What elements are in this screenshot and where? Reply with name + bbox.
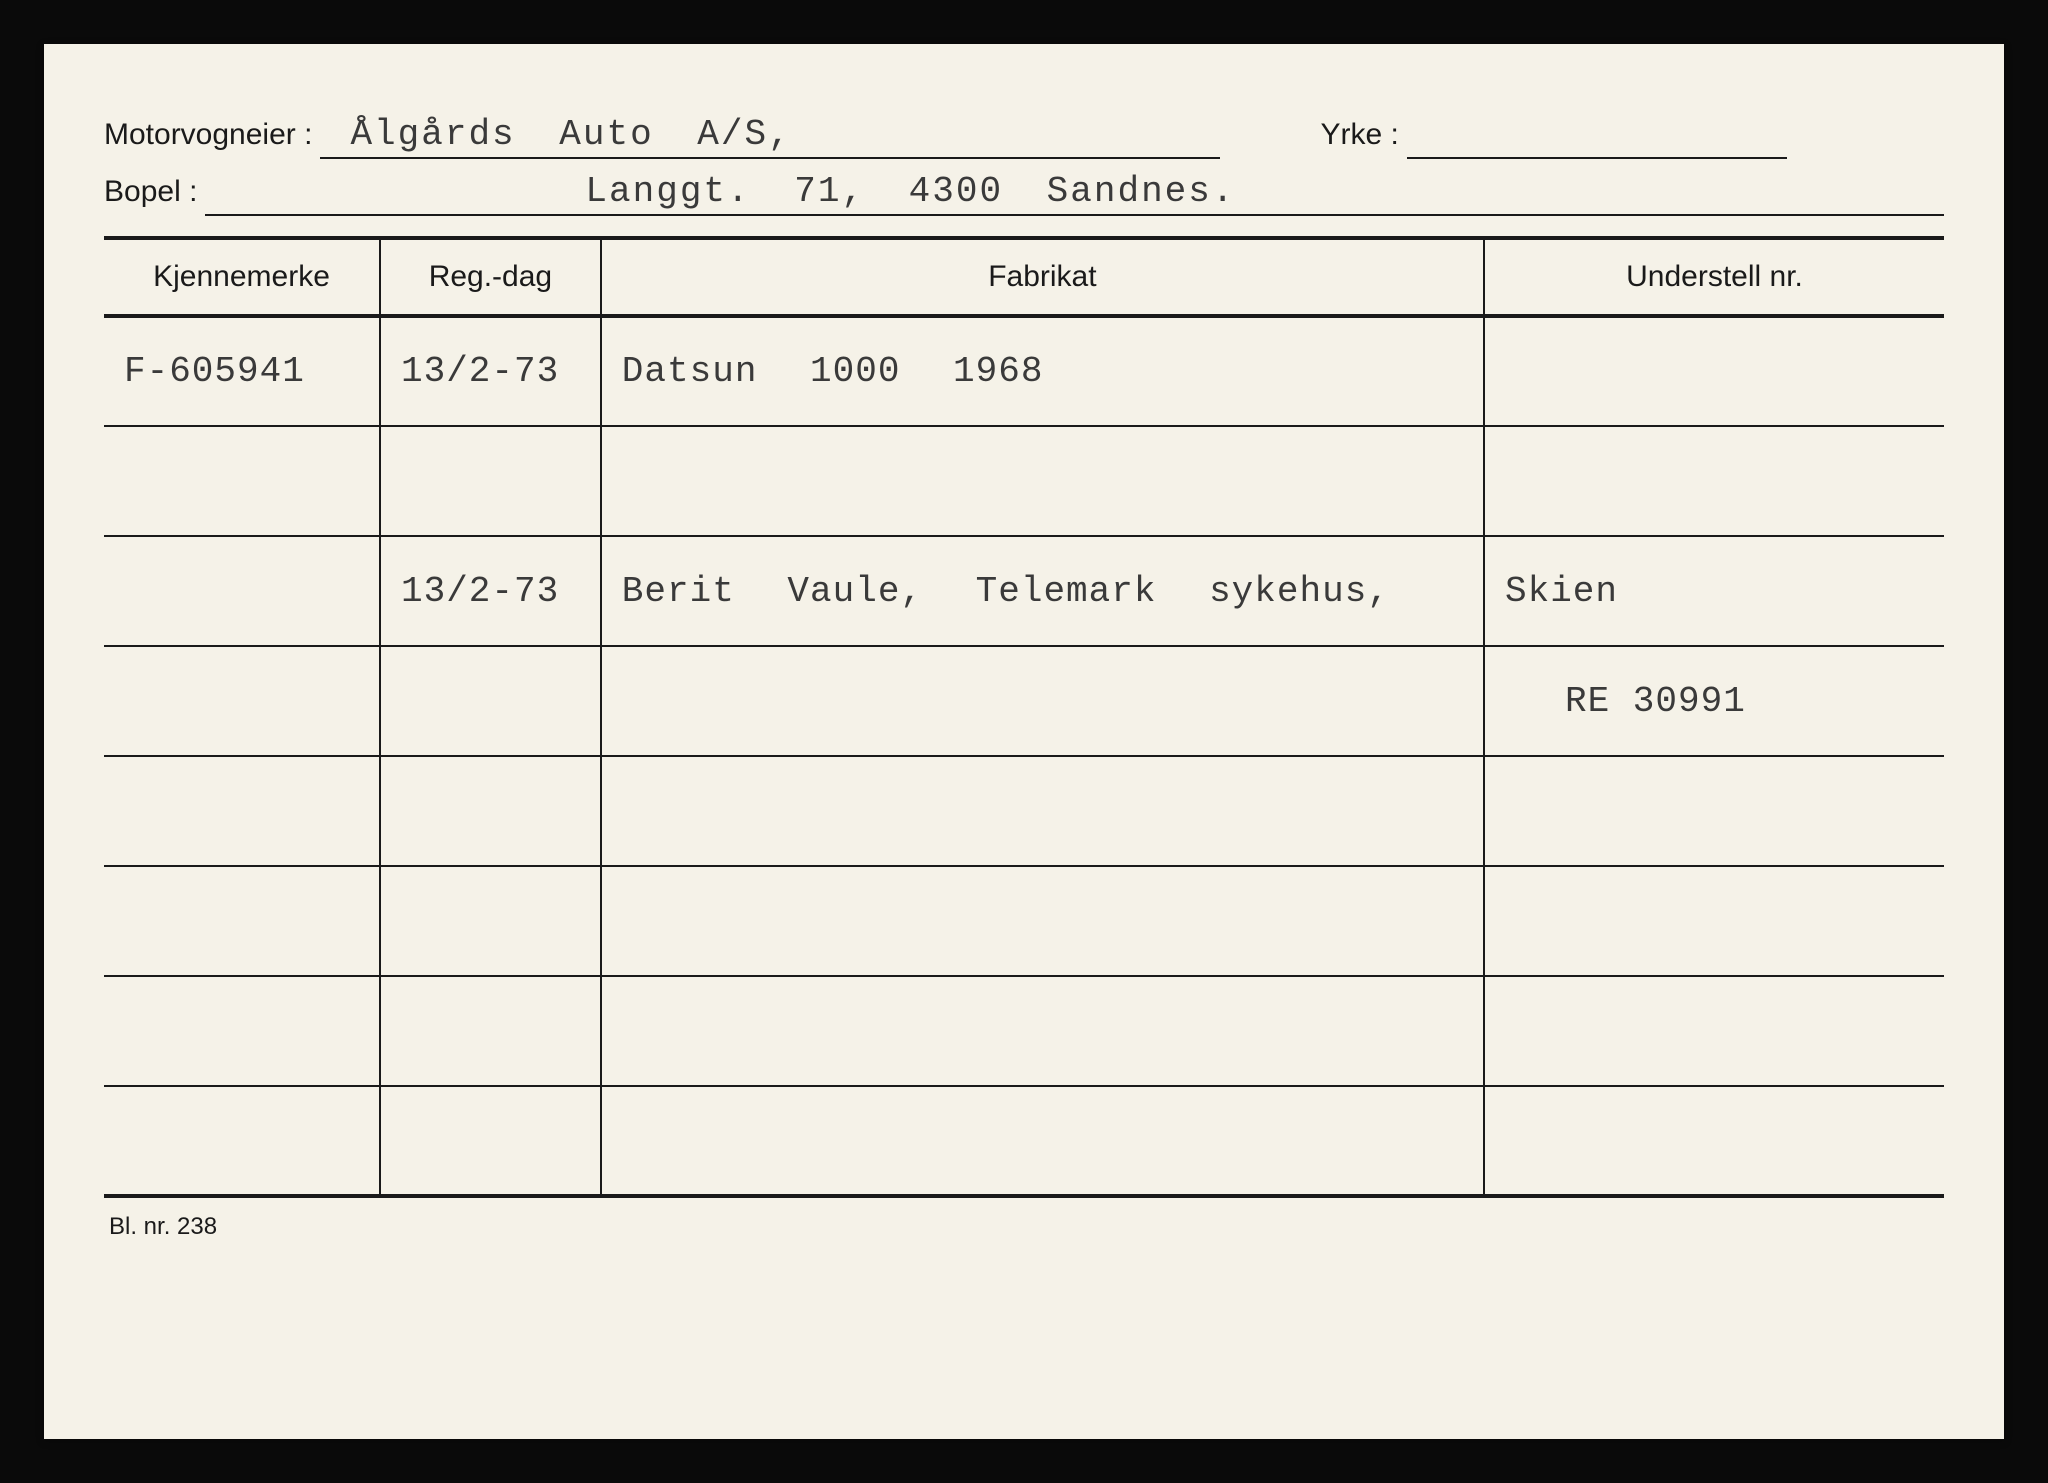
owner-row: Motorvogneier : Ålgårds Auto A/S, Yrke : [104, 114, 1944, 159]
motorvogneier-value: Ålgårds Auto A/S, [320, 114, 791, 155]
cell-regdag [380, 426, 601, 536]
registration-card: Motorvogneier : Ålgårds Auto A/S, Yrke :… [44, 44, 2004, 1439]
cell-understell [1484, 866, 1944, 976]
table-row [104, 426, 1944, 536]
address-row: Bopel : Langgt. 71, 4300 Sandnes. [104, 171, 1944, 216]
form-number: Bl. nr. 238 [104, 1213, 1944, 1241]
cell-regdag: 13/2-73 [380, 536, 601, 646]
bopel-label: Bopel : [104, 175, 197, 209]
cell-regdag [380, 646, 601, 756]
cell-understell [1484, 976, 1944, 1086]
header-regdag: Reg.-dag [380, 240, 601, 316]
cell-fabrikat [601, 976, 1484, 1086]
motorvogneier-label: Motorvogneier : [104, 118, 312, 152]
cell-fabrikat: Datsun 1000 1968 [601, 316, 1484, 426]
cell-regdag [380, 976, 601, 1086]
table-header-row: Kjennemerke Reg.-dag Fabrikat Understell… [104, 240, 1944, 316]
motorvogneier-field: Ålgårds Auto A/S, [320, 114, 1220, 159]
table-row [104, 866, 1944, 976]
cell-kjennemerke [104, 976, 380, 1086]
cell-understell [1484, 756, 1944, 866]
cell-kjennemerke [104, 756, 380, 866]
bopel-value: Langgt. 71, 4300 Sandnes. [205, 171, 1235, 212]
yrke-field [1407, 114, 1787, 159]
cell-kjennemerke: F-605941 [104, 316, 380, 426]
cell-understell [1484, 316, 1944, 426]
cell-fabrikat [601, 1086, 1484, 1196]
cell-regdag [380, 756, 601, 866]
yrke-label: Yrke : [1320, 118, 1398, 152]
cell-fabrikat [601, 426, 1484, 536]
table-row [104, 1086, 1944, 1196]
cell-kjennemerke [104, 1086, 380, 1196]
cell-fabrikat [601, 866, 1484, 976]
yrke-value [1407, 114, 1437, 155]
table-row: RE 30991 [104, 646, 1944, 756]
yrke-section: Yrke : [1320, 114, 1786, 159]
registration-table: Kjennemerke Reg.-dag Fabrikat Understell… [104, 240, 1944, 1198]
cell-fabrikat [601, 756, 1484, 866]
cell-understell [1484, 1086, 1944, 1196]
header-fabrikat: Fabrikat [601, 240, 1484, 316]
cell-kjennemerke [104, 646, 380, 756]
cell-kjennemerke [104, 866, 380, 976]
cell-understell: RE 30991 [1484, 646, 1944, 756]
bopel-field: Langgt. 71, 4300 Sandnes. [205, 171, 1944, 216]
cell-regdag [380, 1086, 601, 1196]
table-row: F-605941 13/2-73 Datsun 1000 1968 [104, 316, 1944, 426]
cell-kjennemerke [104, 536, 380, 646]
cell-fabrikat [601, 646, 1484, 756]
cell-fabrikat: Berit Vaule, Telemark sykehus, [601, 536, 1484, 646]
cell-understell [1484, 426, 1944, 536]
table-row: 13/2-73 Berit Vaule, Telemark sykehus, S… [104, 536, 1944, 646]
table-body: F-605941 13/2-73 Datsun 1000 1968 13/2-7… [104, 316, 1944, 1196]
registration-table-wrapper: Kjennemerke Reg.-dag Fabrikat Understell… [104, 236, 1944, 1198]
table-row [104, 756, 1944, 866]
table-row [104, 976, 1944, 1086]
header-understell: Understell nr. [1484, 240, 1944, 316]
cell-regdag [380, 866, 601, 976]
cell-kjennemerke [104, 426, 380, 536]
cell-understell: Skien [1484, 536, 1944, 646]
header-kjennemerke: Kjennemerke [104, 240, 380, 316]
cell-regdag: 13/2-73 [380, 316, 601, 426]
